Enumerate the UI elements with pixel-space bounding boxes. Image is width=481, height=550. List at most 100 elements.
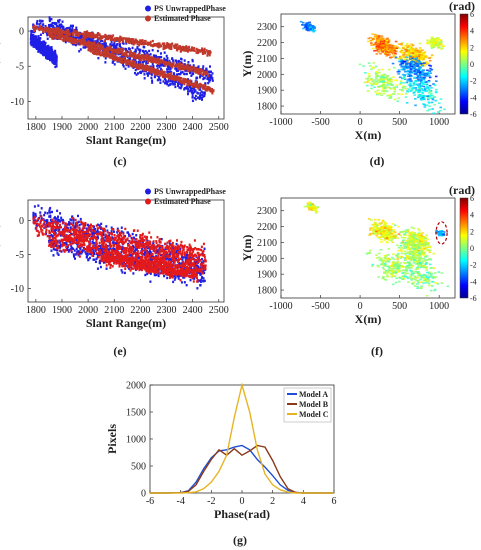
data-point (51, 33, 54, 37)
heatmap-cell (389, 94, 392, 96)
data-point (116, 48, 119, 52)
data-point (182, 46, 185, 49)
data-point (75, 36, 78, 40)
data-point (131, 39, 134, 42)
heatmap-cell (429, 41, 432, 43)
data-point (172, 63, 175, 66)
heatmap-cell (400, 42, 403, 45)
data-point (147, 67, 150, 70)
heatmap-cell (380, 77, 383, 79)
heatmap-cell (428, 70, 431, 73)
data-point (182, 77, 185, 81)
data-point (193, 67, 196, 70)
data-point (113, 41, 116, 45)
heatmap-cell (388, 47, 392, 49)
data-point (129, 54, 132, 58)
heatmap-cell (391, 84, 395, 87)
data-point (58, 18, 61, 22)
heatmap-cell (386, 74, 389, 77)
heatmap-cell (420, 95, 423, 97)
data-point (44, 53, 47, 56)
y-tick-label: 1900 (257, 86, 277, 97)
heatmap-cell (409, 54, 413, 57)
data-point (87, 47, 90, 51)
data-point (132, 60, 135, 64)
heatmap-cell (429, 97, 433, 99)
data-point (55, 28, 58, 31)
heatmap-cell (397, 69, 401, 71)
heatmap-cell (418, 83, 422, 85)
heatmap-cell (413, 98, 417, 100)
heatmap-cell (427, 88, 431, 90)
data-point (125, 40, 128, 43)
data-point (55, 24, 58, 28)
data-point (147, 72, 150, 75)
data-point (128, 62, 131, 66)
data-point (160, 70, 163, 74)
data-point (163, 43, 166, 46)
data-point (49, 28, 52, 32)
data-point (197, 71, 200, 74)
data-point (151, 79, 154, 82)
data-point (76, 40, 79, 43)
data-point (133, 40, 136, 43)
data-point (84, 43, 87, 46)
heatmap-cell (428, 76, 432, 79)
data-point (103, 49, 106, 52)
data-point (69, 39, 72, 43)
heatmap-cell (426, 86, 430, 89)
heatmap-cell (424, 95, 428, 97)
data-point (78, 223, 81, 227)
heatmap-cell (434, 80, 438, 82)
data-point (61, 20, 64, 23)
heatmap-cell (419, 55, 423, 58)
heatmap-cell (305, 23, 309, 25)
heatmap-cell (309, 26, 312, 29)
data-point (166, 65, 169, 68)
data-point (118, 232, 121, 235)
data-point (132, 250, 135, 254)
data-point (157, 44, 160, 47)
colorbar-gradient (459, 13, 469, 115)
data-point (120, 50, 123, 53)
data-point (202, 76, 205, 80)
data-point (109, 247, 112, 250)
data-point (35, 224, 38, 228)
heatmap-cell (430, 87, 433, 89)
data-point (158, 246, 161, 249)
data-point (49, 53, 52, 57)
data-point (96, 229, 99, 232)
data-point (164, 64, 167, 67)
data-point (164, 77, 167, 80)
heatmap-cell (435, 41, 438, 44)
data-point (72, 34, 75, 37)
heatmap-cell (307, 29, 310, 32)
heatmap-cell (382, 76, 385, 78)
data-point (152, 69, 155, 73)
data-point (120, 226, 123, 229)
heatmap-cell (394, 40, 398, 43)
data-point (141, 54, 144, 57)
heatmap-cell (392, 76, 395, 78)
data-point (150, 73, 153, 76)
data-point (142, 49, 145, 53)
data-point (154, 58, 157, 62)
heatmap-cell (413, 50, 417, 53)
data-point (40, 51, 43, 55)
data-point (133, 52, 136, 55)
data-point (41, 24, 44, 27)
data-point (167, 80, 170, 83)
data-point (193, 90, 196, 94)
data-point (49, 214, 52, 217)
data-point (124, 50, 127, 53)
data-point (101, 39, 104, 43)
data-point (34, 38, 37, 42)
data-point (207, 70, 210, 74)
heatmap-cell (420, 85, 423, 87)
data-point (88, 49, 91, 52)
data-point (114, 45, 117, 48)
heatmap-cell (400, 55, 404, 57)
heatmap-cell (400, 93, 404, 96)
data-point (48, 210, 51, 213)
data-point (134, 62, 137, 65)
